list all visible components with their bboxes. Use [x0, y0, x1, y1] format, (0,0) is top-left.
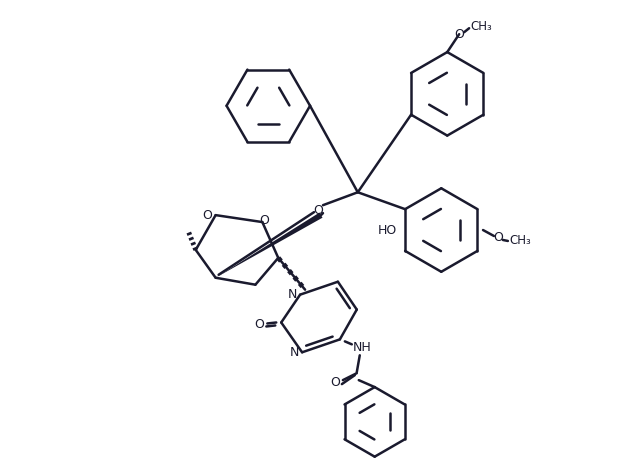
- Text: CH₃: CH₃: [509, 235, 531, 248]
- Text: O: O: [493, 232, 503, 244]
- Text: N: N: [289, 346, 299, 359]
- Text: O: O: [330, 376, 340, 389]
- Text: N: N: [287, 288, 297, 301]
- Text: O: O: [255, 318, 264, 331]
- Text: HO: HO: [378, 224, 397, 236]
- Text: CH₃: CH₃: [470, 20, 492, 33]
- Text: O: O: [454, 28, 464, 41]
- Text: NH: NH: [353, 341, 371, 354]
- Text: O: O: [313, 204, 323, 217]
- Text: O: O: [259, 213, 269, 227]
- Polygon shape: [216, 212, 323, 278]
- Text: O: O: [203, 209, 212, 222]
